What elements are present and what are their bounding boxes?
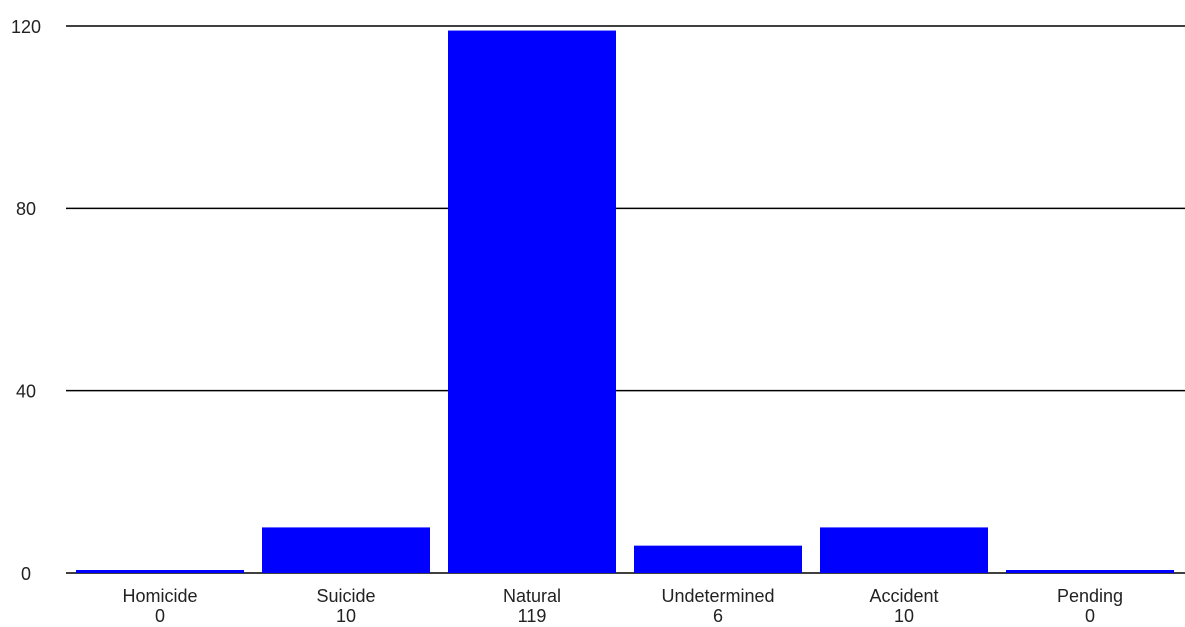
- bar-value-label: 10: [336, 606, 356, 626]
- gridlines: [66, 25, 1185, 574]
- bar-homicide: [76, 570, 244, 573]
- bar-value-label: 10: [894, 606, 914, 626]
- bar-undetermined: [634, 545, 802, 573]
- bar-value-label: 0: [155, 606, 165, 626]
- y-tick-label: 120: [11, 17, 41, 37]
- bar-suicide: [262, 527, 430, 573]
- y-axis-ticks: 0 40 80 120: [11, 17, 41, 584]
- x-category-label: Undetermined: [661, 586, 774, 606]
- y-tick-label: 80: [16, 199, 36, 219]
- bars: [76, 30, 1174, 573]
- x-axis-labels: Homicide0Suicide10Natural119Undetermined…: [122, 586, 1123, 626]
- x-category-label: Pending: [1057, 586, 1123, 606]
- bar-natural: [448, 30, 616, 573]
- x-category-label: Natural: [503, 586, 561, 606]
- y-tick-label: 0: [21, 564, 31, 584]
- bar-accident: [820, 527, 988, 573]
- y-tick-label: 40: [16, 381, 36, 401]
- x-category-label: Accident: [869, 586, 938, 606]
- bar-value-label: 119: [518, 606, 547, 626]
- x-category-label: Suicide: [316, 586, 375, 606]
- bar-value-label: 6: [713, 606, 723, 626]
- x-category-label: Homicide: [122, 586, 197, 606]
- bar-pending: [1006, 570, 1174, 573]
- bar-value-label: 0: [1085, 606, 1095, 626]
